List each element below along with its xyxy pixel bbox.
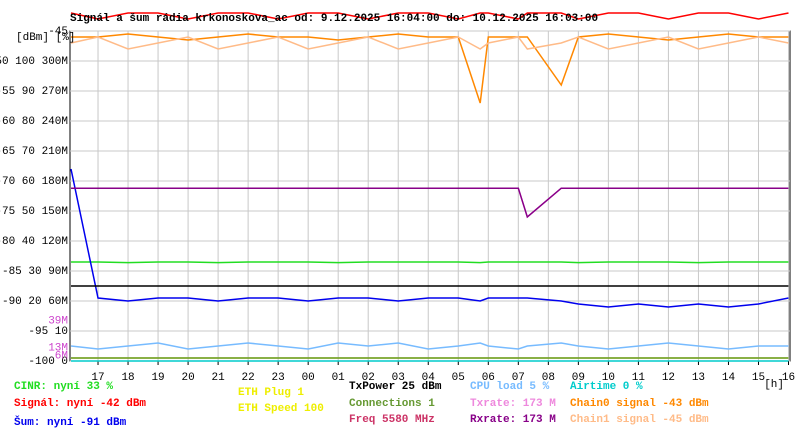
y-tick-label: -90 20 60M	[2, 296, 68, 308]
legend-entry: Chain0 signal -43 dBm	[570, 398, 709, 410]
legend-entry: Txrate: 173 M	[470, 398, 556, 410]
x-tick-label: 09	[572, 372, 585, 384]
y-tick-label: -100 0	[28, 356, 68, 368]
y-tick-label: -70 60 180M	[0, 176, 68, 188]
legend-entry: CPU load 5 %	[470, 381, 550, 393]
x-tick-label: 08	[542, 372, 555, 384]
x-tick-label: 01	[332, 372, 346, 384]
annotation: 13M	[48, 343, 68, 355]
legend-entry: Chain1 signal -45 dBm	[570, 414, 709, 426]
legend-entry: Šum: nyní -91 dBm	[14, 415, 127, 429]
legend-entry: Signál: nyní -42 dBm	[14, 398, 146, 410]
legend-entry: ETH Plug 1	[238, 387, 304, 399]
x-tick-label: 22	[242, 372, 255, 384]
y-tick-label: -45	[48, 26, 68, 38]
x-tick-label: 05	[452, 372, 465, 384]
labels: Signál a šum rádia krkonoskova_ac od: 9.…	[0, 13, 795, 429]
y-tick-label: -55 90 270M	[0, 86, 68, 98]
x-tick-label: 15	[752, 372, 765, 384]
legend-entry: TxPower 25 dBm	[349, 381, 442, 393]
chart-title: Signál a šum rádia krkonoskova_ac od: 9.…	[70, 13, 598, 25]
x-unit-label: [h]	[764, 379, 784, 391]
x-tick-label: 12	[662, 372, 675, 384]
lines	[70, 12, 789, 362]
legend-entry: CINR: nyní 33 %	[14, 381, 113, 393]
y-tick-label: -60 80 240M	[0, 116, 68, 128]
x-tick-label: 11	[632, 372, 646, 384]
legend-entry: Connections 1	[349, 398, 435, 410]
x-tick-label: 20	[181, 372, 194, 384]
x-tick-label: 10	[602, 372, 615, 384]
y-tick-label: -85 30 90M	[2, 266, 68, 278]
x-tick-label: 04	[422, 372, 436, 384]
series-line	[70, 187, 789, 219]
x-tick-label: 16	[782, 372, 795, 384]
legend-entry: Freq 5580 MHz	[349, 414, 435, 426]
y-tick-label: -95 10	[28, 326, 68, 338]
legend-entry: Airtime 0 %	[570, 381, 643, 393]
x-tick-label: 13	[692, 372, 705, 384]
annotation: 39M	[48, 316, 68, 328]
legend-entry: Rxrate: 173 M	[470, 414, 556, 426]
x-tick-label: 06	[482, 372, 495, 384]
legend-entry: ETH Speed 100	[238, 403, 324, 415]
y-tick-label: -75 50 150M	[0, 206, 68, 218]
y-tick-label: -80 40 120M	[0, 236, 68, 248]
series-line	[70, 261, 789, 264]
x-tick-label: 14	[722, 372, 736, 384]
x-tick-label: 03	[392, 372, 405, 384]
x-tick-label: 21	[212, 372, 226, 384]
x-tick-label: 18	[121, 372, 134, 384]
x-tick-label: 02	[362, 372, 375, 384]
series-line	[70, 12, 789, 20]
annotation: 6M	[55, 351, 68, 363]
y-tick-label: -50 100 300M	[0, 56, 68, 68]
x-tick-label: 17	[91, 372, 104, 384]
series-line	[70, 342, 789, 350]
x-tick-label: 07	[512, 372, 525, 384]
y-unit-label: [dBm] [%]	[16, 32, 75, 44]
y-tick-label: -65 70 210M	[0, 146, 68, 158]
x-tick-label: 23	[272, 372, 285, 384]
plot-area	[69, 30, 791, 362]
x-tick-label: 19	[151, 372, 164, 384]
series-line	[70, 36, 789, 50]
x-tick-label: 00	[302, 372, 315, 384]
series-line	[70, 168, 789, 308]
